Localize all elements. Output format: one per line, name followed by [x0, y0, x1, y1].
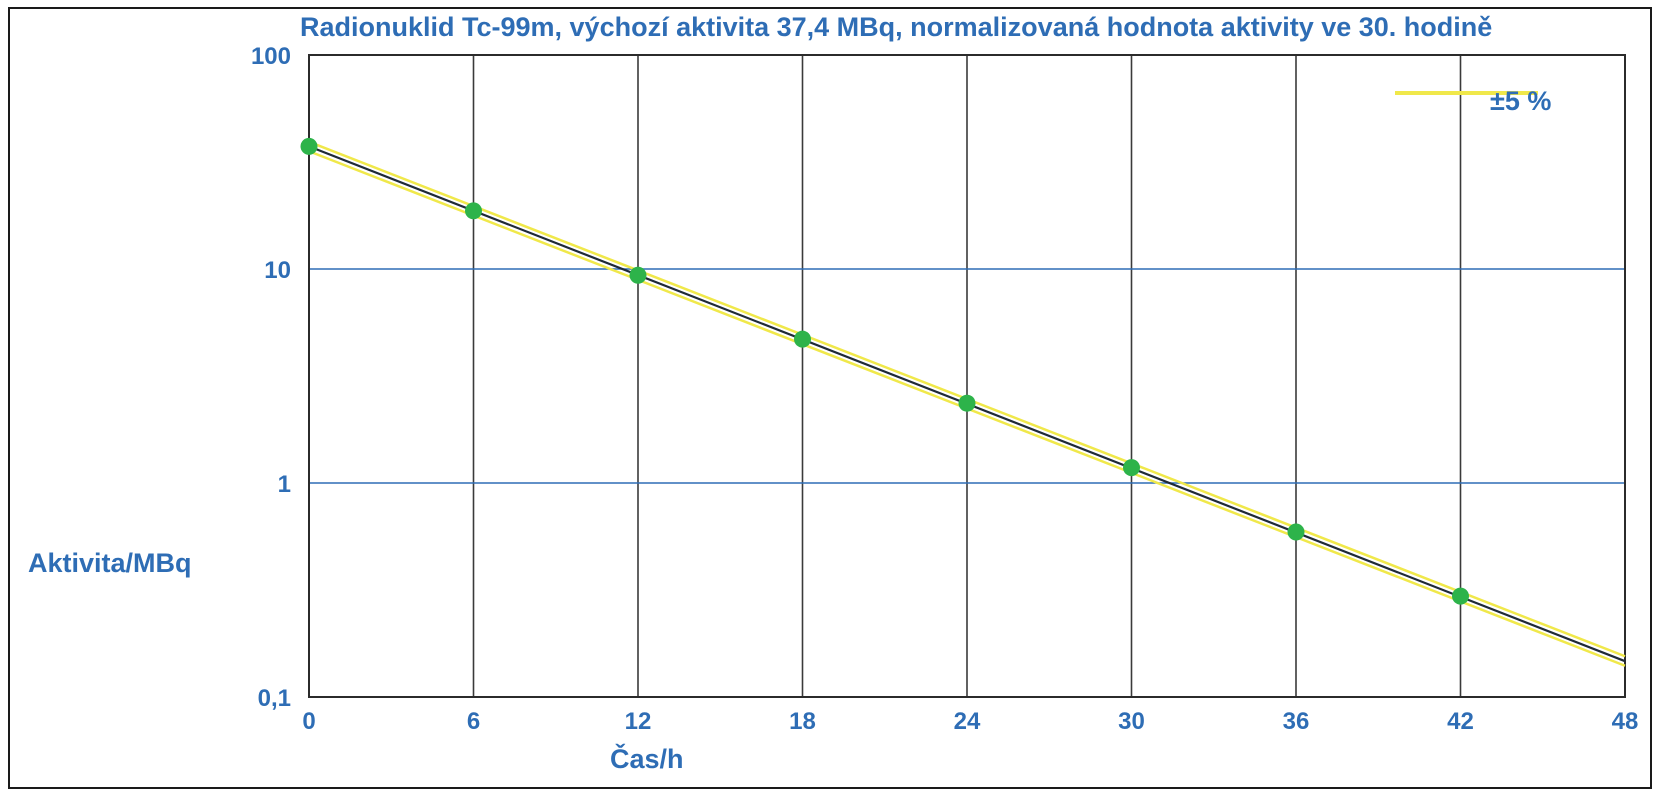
plot-border [308, 54, 1626, 698]
y-tick-label: 0,1 [258, 685, 291, 712]
data-point [958, 394, 976, 412]
y-tick-label: 1 [278, 471, 291, 498]
x-tick-label: 30 [1118, 708, 1145, 735]
data-point [1287, 523, 1305, 541]
chart-title: Radionuklid Tc-99m, výchozí aktivita 37,… [300, 12, 1493, 42]
y-tick-label: 100 [251, 43, 291, 70]
x-tick-label: 6 [467, 708, 480, 735]
x-tick-label: 48 [1612, 708, 1639, 735]
x-tick-label: 42 [1447, 708, 1474, 735]
x-tick-label: 18 [789, 708, 816, 735]
y-axis-label: Aktivita/MBq [28, 548, 192, 578]
y-tick-label: 10 [264, 257, 291, 284]
x-tick-label: 24 [954, 708, 981, 735]
x-tick-label: 36 [1283, 708, 1310, 735]
x-tick-label: 12 [625, 708, 652, 735]
x-axis-label: Čas/h [610, 744, 684, 774]
x-tick-label: 0 [302, 708, 315, 735]
legend-label: ±5 % [1490, 86, 1552, 116]
data-point [629, 266, 647, 284]
data-point [465, 202, 482, 220]
data-point [1452, 587, 1469, 605]
data-point [300, 137, 318, 155]
data-point [794, 330, 811, 348]
data-point [1123, 459, 1140, 477]
